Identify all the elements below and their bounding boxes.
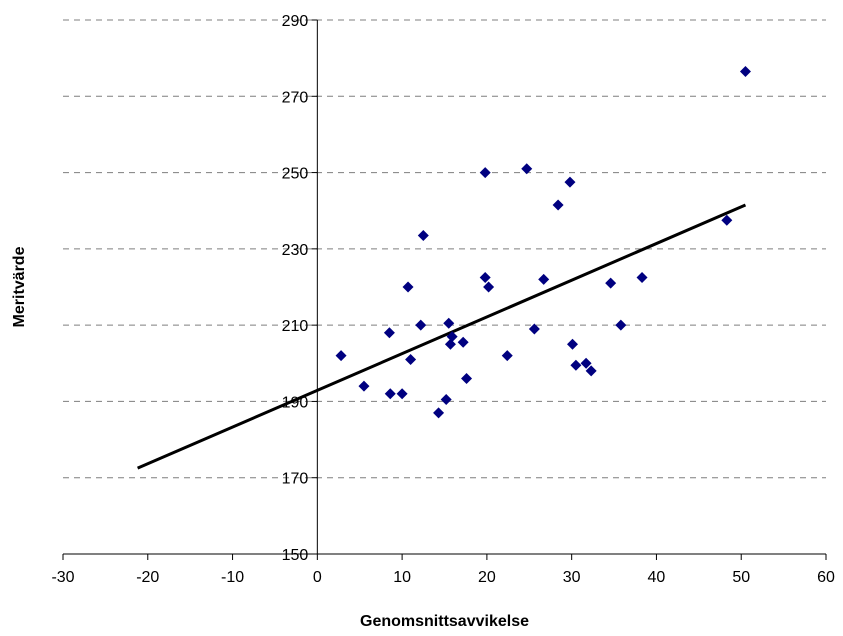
y-tick-label: 170 [282,471,309,488]
tick-labels: -30 -20 -10 0 10 20 30 40 50 60 150 170 190 210 230 250… [51,13,835,586]
data-point [384,388,396,400]
data-point [443,317,455,329]
data-point [402,281,414,293]
data-point [440,394,452,406]
data-point [457,336,469,348]
data-point [580,357,592,369]
y-tick-label: 210 [282,318,309,335]
data-point [358,380,370,392]
data-point [636,271,648,283]
data-point [444,338,456,350]
data-points [335,65,751,419]
data-point [479,167,491,179]
x-tick-label: -30 [51,569,74,586]
data-point [538,273,550,285]
y-tick-label: 270 [282,89,309,106]
data-point [605,277,617,289]
y-axis-title: Meritvärde [11,246,28,327]
x-tick-label: 40 [648,569,666,586]
y-tick-label: 230 [282,242,309,259]
data-point [567,338,579,350]
x-tick-label: 0 [313,569,322,586]
y-tick-label: 190 [282,394,309,411]
data-point [521,163,533,175]
data-point [479,271,491,283]
data-point [383,327,395,339]
x-tick-label: 30 [563,569,581,586]
data-point [446,331,458,343]
data-point [570,359,582,371]
y-tick-label: 150 [282,547,309,564]
y-tick-label: 250 [282,166,309,183]
x-tick-label: 50 [732,569,750,586]
data-point [396,388,408,400]
trendline-layer [137,203,747,470]
axes [62,19,827,560]
x-tick-label: -10 [221,569,244,586]
data-point [415,319,427,331]
trendline [137,203,747,470]
data-point [433,407,445,419]
gridlines [63,19,826,479]
y-tick-label: 290 [282,13,309,30]
data-point [739,65,751,77]
x-tick-label: 10 [393,569,411,586]
data-point [564,176,576,188]
data-point [615,319,627,331]
x-axis-title: Genomsnittsavvikelse [360,613,529,630]
data-point [585,365,597,377]
data-point [483,281,495,293]
data-point [528,323,540,335]
data-point [405,353,417,365]
x-tick-label: -20 [136,569,159,586]
data-point [335,350,347,362]
x-tick-label: 20 [478,569,496,586]
data-point [721,214,733,226]
data-point [417,230,429,242]
data-point [461,373,473,385]
x-tick-label: 60 [817,569,835,586]
data-point [552,199,564,211]
data-point [501,350,513,362]
